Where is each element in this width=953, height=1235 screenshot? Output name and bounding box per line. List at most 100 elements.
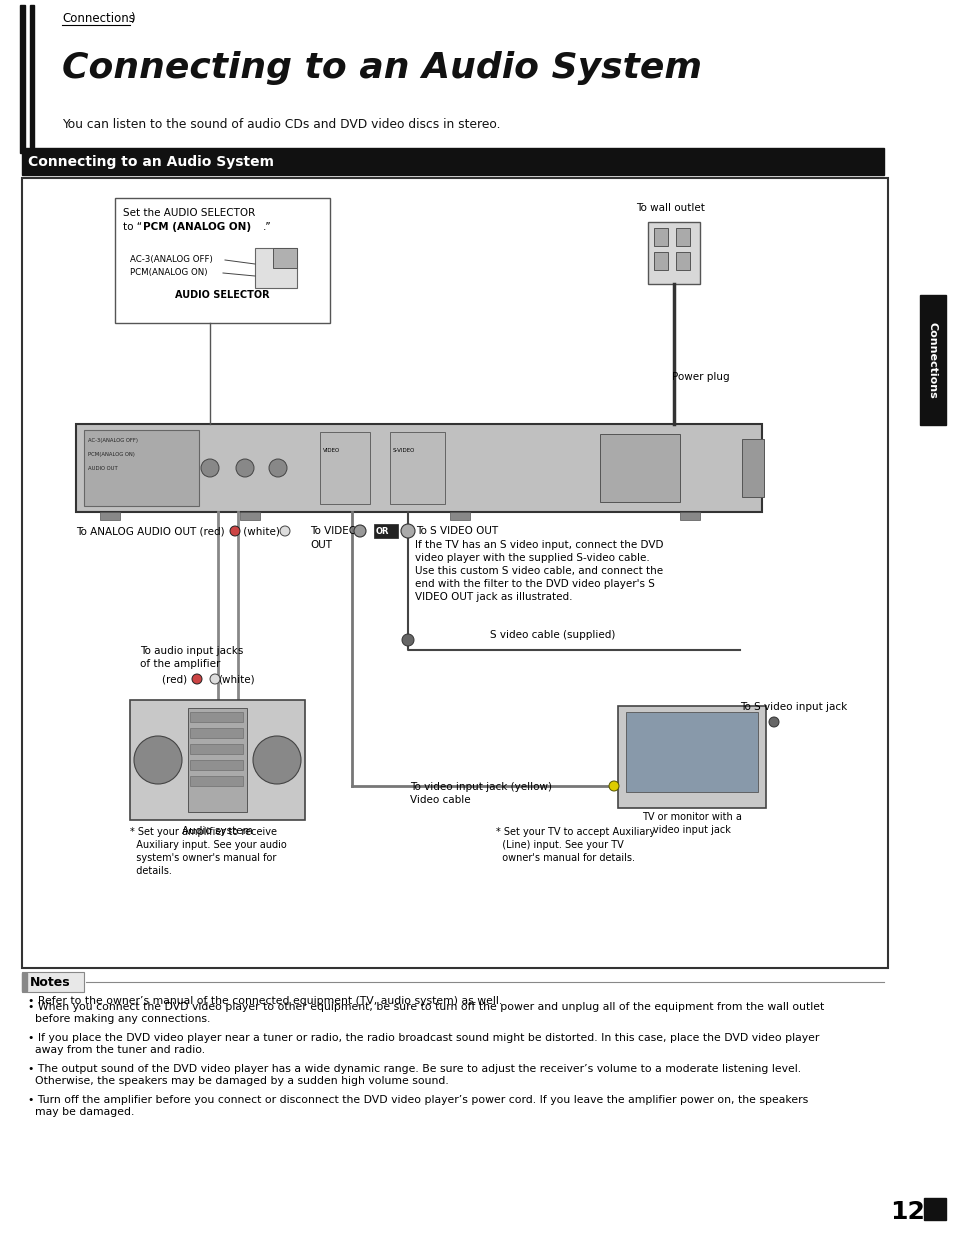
Text: AC-3(ANALOG OFF): AC-3(ANALOG OFF) <box>88 438 138 443</box>
Bar <box>919 295 945 425</box>
Circle shape <box>192 674 202 684</box>
Bar <box>130 700 305 820</box>
Bar <box>190 713 243 722</box>
Text: of the amplifier: of the amplifier <box>140 659 220 669</box>
Text: Connecting to an Audio System: Connecting to an Audio System <box>28 156 274 169</box>
Text: • If you place the DVD video player near a tuner or radio, the radio broadcast s: • If you place the DVD video player near… <box>28 1034 819 1055</box>
Text: (white): (white) <box>240 526 279 536</box>
Text: ): ) <box>130 12 134 25</box>
Text: To S video input jack: To S video input jack <box>740 701 846 713</box>
Bar <box>450 513 470 520</box>
Text: PCM (ANALOG ON): PCM (ANALOG ON) <box>143 222 251 232</box>
Text: * Set your amplifier to receive: * Set your amplifier to receive <box>130 827 276 837</box>
Bar <box>390 432 444 504</box>
Text: Connections: Connections <box>62 12 134 25</box>
Text: (Line) input. See your TV: (Line) input. See your TV <box>496 840 623 850</box>
Circle shape <box>400 524 415 538</box>
Bar <box>22 973 27 990</box>
Bar <box>190 743 243 755</box>
Bar <box>22 148 883 175</box>
Text: Set the AUDIO SELECTOR: Set the AUDIO SELECTOR <box>123 207 255 219</box>
Text: S video cable (supplied): S video cable (supplied) <box>490 630 615 640</box>
Circle shape <box>201 459 219 477</box>
Bar <box>676 228 689 246</box>
Bar <box>618 706 765 808</box>
Circle shape <box>768 718 779 727</box>
Text: end with the filter to the DVD video player's S: end with the filter to the DVD video pla… <box>415 579 654 589</box>
Circle shape <box>354 525 366 537</box>
Text: 12: 12 <box>890 1200 924 1224</box>
Bar <box>115 198 330 324</box>
Bar <box>76 424 761 513</box>
Text: AUDIO SELECTOR: AUDIO SELECTOR <box>175 290 270 300</box>
Circle shape <box>401 634 414 646</box>
Text: To wall outlet: To wall outlet <box>636 203 704 212</box>
Text: .”: .” <box>263 222 272 232</box>
Circle shape <box>235 459 253 477</box>
Text: To audio input jacks: To audio input jacks <box>140 646 243 656</box>
Text: • Turn off the amplifier before you connect or disconnect the DVD video player’s: • Turn off the amplifier before you conn… <box>28 1095 807 1116</box>
Circle shape <box>280 526 290 536</box>
Text: (red): (red) <box>162 674 191 684</box>
Text: To video input jack (yellow): To video input jack (yellow) <box>410 782 552 792</box>
Bar <box>599 433 679 501</box>
Text: VIDEO OUT jack as illustrated.: VIDEO OUT jack as illustrated. <box>415 592 572 601</box>
Text: details.: details. <box>130 866 172 876</box>
Bar <box>240 513 260 520</box>
Bar <box>30 5 34 153</box>
Text: OR: OR <box>375 527 389 536</box>
Text: Use this custom S video cable, and connect the: Use this custom S video cable, and conne… <box>415 566 662 576</box>
Text: You can listen to the sound of audio CDs and DVD video discs in stereo.: You can listen to the sound of audio CDs… <box>62 119 500 131</box>
Text: To ANALOG AUDIO OUT (red): To ANALOG AUDIO OUT (red) <box>76 526 228 536</box>
Bar <box>20 5 25 153</box>
Text: OUT: OUT <box>310 540 332 550</box>
Circle shape <box>210 674 220 684</box>
Circle shape <box>269 459 287 477</box>
Text: * Set your TV to accept Auxiliary: * Set your TV to accept Auxiliary <box>496 827 655 837</box>
Text: VIDEO: VIDEO <box>323 448 340 453</box>
Bar <box>654 228 667 246</box>
Circle shape <box>608 781 618 790</box>
Circle shape <box>133 736 182 784</box>
Text: Video cable: Video cable <box>410 795 470 805</box>
Bar <box>647 222 700 284</box>
Bar <box>190 760 243 769</box>
Text: • Refer to the owner’s manual of the connected equipment (TV, audio system) as w: • Refer to the owner’s manual of the con… <box>28 995 501 1007</box>
Circle shape <box>253 736 301 784</box>
Text: AUDIO OUT: AUDIO OUT <box>88 466 117 471</box>
Circle shape <box>230 526 240 536</box>
Text: owner's manual for details.: owner's manual for details. <box>496 853 635 863</box>
Bar <box>654 252 667 270</box>
Text: video input jack: video input jack <box>653 825 730 835</box>
Text: Auxiliary input. See your audio: Auxiliary input. See your audio <box>130 840 287 850</box>
Bar <box>100 513 120 520</box>
Text: • The output sound of the DVD video player has a wide dynamic range. Be sure to : • The output sound of the DVD video play… <box>28 1065 801 1086</box>
Bar <box>188 708 247 811</box>
Bar <box>190 776 243 785</box>
Text: Notes: Notes <box>30 976 71 989</box>
Text: If the TV has an S video input, connect the DVD: If the TV has an S video input, connect … <box>415 540 662 550</box>
Text: To S VIDEO OUT: To S VIDEO OUT <box>416 526 497 536</box>
Text: S-VIDEO: S-VIDEO <box>393 448 415 453</box>
Text: Connections: Connections <box>927 321 937 399</box>
Text: system's owner's manual for: system's owner's manual for <box>130 853 276 863</box>
Bar <box>22 972 84 992</box>
Text: Audio system: Audio system <box>182 826 253 836</box>
Bar <box>923 1198 945 1220</box>
Bar <box>254 248 296 288</box>
Text: video player with the supplied S-video cable.: video player with the supplied S-video c… <box>415 553 649 563</box>
Bar <box>625 713 758 792</box>
Bar <box>84 430 199 506</box>
Text: • When you connect the DVD video player to other equipment, be sure to turn off : • When you connect the DVD video player … <box>28 1003 823 1024</box>
Bar <box>374 524 397 538</box>
Text: to “: to “ <box>123 222 142 232</box>
Text: To VIDEO: To VIDEO <box>310 526 356 536</box>
Text: Connecting to an Audio System: Connecting to an Audio System <box>62 51 701 85</box>
Bar <box>741 438 763 496</box>
Text: Power plug: Power plug <box>671 372 729 382</box>
Text: TV or monitor with a: TV or monitor with a <box>641 811 741 823</box>
Bar <box>679 513 700 520</box>
Text: PCM(ANALOG ON): PCM(ANALOG ON) <box>130 268 208 277</box>
Bar <box>676 252 689 270</box>
Bar <box>319 432 370 504</box>
